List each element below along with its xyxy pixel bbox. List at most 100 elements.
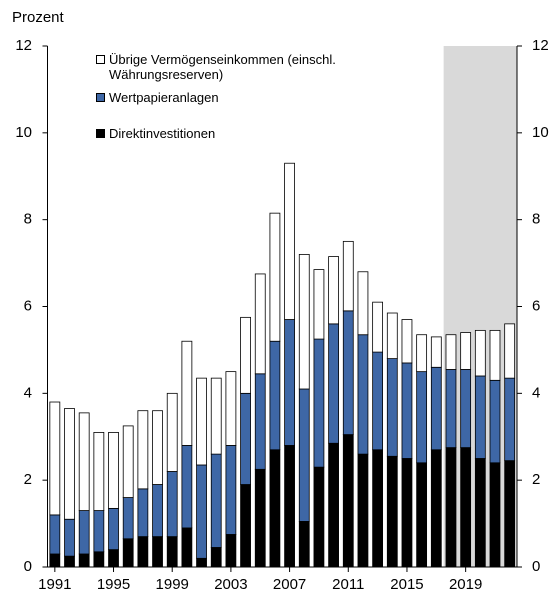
bar-segment <box>416 334 428 373</box>
bar-segment <box>93 551 105 568</box>
bar-segment <box>313 466 325 568</box>
bar-segment <box>357 334 369 455</box>
legend-item: Direktinvestitionen <box>96 126 386 141</box>
bar-segment <box>504 460 516 568</box>
y-tick-label: 12 <box>15 37 32 54</box>
bar-segment <box>328 442 339 568</box>
legend-swatch <box>96 93 105 102</box>
bar-segment <box>181 340 193 446</box>
bar-segment <box>284 445 295 568</box>
bar-segment <box>196 557 207 568</box>
legend-label: Übrige Vermögenseinkommen (einschl. Währ… <box>109 52 336 82</box>
y2-tick-label: 12 <box>532 37 549 54</box>
bar-segment <box>284 162 295 320</box>
bar-segment <box>430 449 442 568</box>
bar-segment <box>401 319 413 364</box>
bar-segment <box>386 358 398 457</box>
bar-segment <box>78 510 90 555</box>
bar-segment <box>49 401 61 516</box>
bar-segment <box>78 412 90 511</box>
bar-segment <box>225 445 237 535</box>
legend-label: Wertpapieranlagen <box>109 90 219 105</box>
bar-segment <box>78 553 90 568</box>
bar-segment <box>93 510 105 553</box>
y-tick-label: 2 <box>24 471 32 488</box>
x-tick-label: 2003 <box>214 576 247 593</box>
y2-tick-label: 4 <box>532 384 540 401</box>
bar-segment <box>254 273 266 375</box>
bar-segment <box>372 301 384 353</box>
bar-segment <box>372 449 384 568</box>
bar-segment <box>298 253 310 390</box>
legend-item: Wertpapieranlagen <box>96 90 386 105</box>
x-tick-label: 2011 <box>332 576 364 593</box>
bar-segment <box>137 488 149 538</box>
bar-segment <box>430 366 442 451</box>
bar-segment <box>489 462 501 568</box>
y2-tick-label: 0 <box>532 558 540 575</box>
bar-segment <box>166 471 178 538</box>
y-tick-label: 10 <box>15 124 32 141</box>
y-axis-label: Prozent <box>12 9 65 26</box>
bar-segment <box>93 432 105 511</box>
bar-segment <box>328 323 339 444</box>
bar-segment <box>64 518 75 557</box>
bar-segment <box>49 553 61 568</box>
bar-segment <box>254 468 266 568</box>
bar-segment <box>225 534 237 568</box>
bar-segment <box>386 312 398 360</box>
bar-segment <box>181 527 193 568</box>
bar-segment <box>489 329 501 381</box>
bar-segment <box>240 392 251 485</box>
y-tick-label: 4 <box>24 384 32 401</box>
bar-segment <box>313 269 325 340</box>
x-tick-label: 1991 <box>38 576 71 593</box>
bar-segment <box>298 521 310 568</box>
bar-segment <box>474 329 486 377</box>
y2-tick-label: 8 <box>532 211 540 228</box>
legend-label: Direktinvestitionen <box>109 126 216 141</box>
bar-segment <box>196 377 207 466</box>
bar-segment <box>196 464 207 559</box>
y-tick-label: 6 <box>24 297 32 314</box>
bar-segment <box>122 497 134 540</box>
bar-segment <box>284 319 295 446</box>
bar-segment <box>386 455 398 568</box>
legend-swatch <box>96 129 105 138</box>
bar-segment <box>372 351 384 451</box>
bar-segment <box>269 212 281 342</box>
bar-segment <box>313 338 325 468</box>
x-tick-label: 2019 <box>449 576 482 593</box>
bar-segment <box>445 447 457 568</box>
bar-segment <box>489 379 501 464</box>
bar-segment <box>166 392 178 472</box>
bar-segment <box>460 332 472 370</box>
bar-segment <box>210 377 222 455</box>
bar-segment <box>254 373 266 470</box>
bar-segment <box>225 371 237 446</box>
bar-segment <box>342 310 354 435</box>
bar-segment <box>474 375 486 459</box>
bar-segment <box>474 458 486 568</box>
bar-segment <box>342 434 354 568</box>
bar-segment <box>504 377 516 462</box>
bar-segment <box>445 334 457 370</box>
bar-segment <box>181 445 193 529</box>
bar-segment <box>152 536 163 568</box>
bar-segment <box>401 458 413 568</box>
bar-segment <box>152 410 163 485</box>
bar-segment <box>108 549 119 568</box>
bar-segment <box>166 536 178 568</box>
bar-segment <box>269 340 281 451</box>
bar-segment <box>430 336 442 368</box>
bar-segment <box>122 538 134 568</box>
bar-segment <box>357 271 369 336</box>
bar-segment <box>401 362 413 459</box>
bar-segment <box>328 256 339 325</box>
bar-segment <box>64 408 75 520</box>
bar-segment <box>357 453 369 568</box>
bar-segment <box>240 316 251 394</box>
bar-segment <box>210 453 222 548</box>
